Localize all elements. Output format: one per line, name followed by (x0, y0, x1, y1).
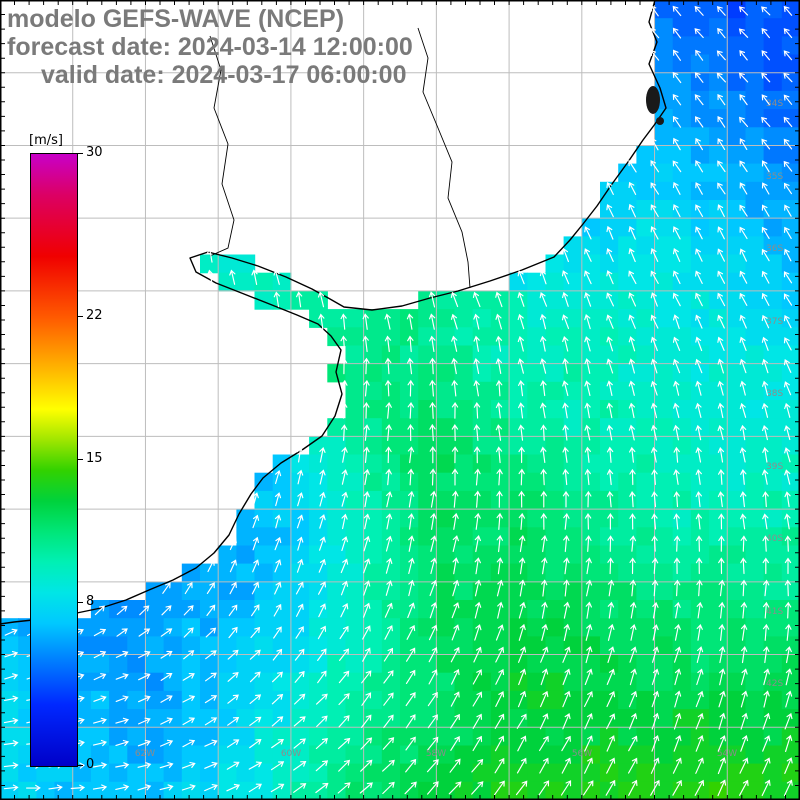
lat-tick-label: 35S (766, 172, 783, 182)
colorbar: [m/s] 30 22 15 8 0 (28, 133, 158, 793)
direction-arrows (3, 5, 793, 797)
rivers (209, 27, 471, 289)
coastal-lagoon (646, 86, 664, 125)
lon-tick-label: 56W (572, 749, 592, 759)
lat-tick-label: 34S (766, 99, 783, 109)
lon-tick-label: 60W (281, 749, 301, 759)
colorbar-tick-label: 22 (77, 308, 120, 324)
colorbar-unit-label: [m/s] (29, 133, 63, 148)
header: modelo GEFS-WAVE (NCEP) forecast date: 2… (7, 5, 413, 89)
lat-tick-label: 36S (766, 244, 783, 254)
lat-tick-label: 40S (766, 534, 783, 544)
colorbar-gradient (30, 153, 78, 767)
lat-tick-label: 38S (766, 389, 783, 399)
lat-tick-label: 41S (766, 607, 783, 617)
valid-date-line: valid date: 2024-03-17 06:00:00 (41, 61, 407, 89)
lat-tick-label: 39S (766, 462, 783, 472)
colorbar-tick-label: 30 (77, 145, 120, 161)
colorbar-tick-label: 0 (77, 757, 120, 773)
lon-tick-label: 62W (135, 749, 155, 759)
colorbar-tick-label: 8 (77, 594, 120, 610)
lon-tick-label: 58W (426, 749, 446, 759)
coordinate-labels: 34S 35S 36S 37S 38S 39S 40S 41S 42S 62W 60W 58W 56W 5… (135, 99, 784, 759)
colorbar-tick-label: 15 (77, 451, 120, 467)
forecast-date-line: forecast date: 2024-03-14 12:00:00 (7, 33, 413, 61)
lon-tick-label: 54W (717, 749, 737, 759)
lat-tick-label: 42S (766, 679, 783, 689)
model-title: modelo GEFS-WAVE (NCEP) (7, 5, 345, 33)
lat-tick-label: 37S (766, 317, 783, 327)
